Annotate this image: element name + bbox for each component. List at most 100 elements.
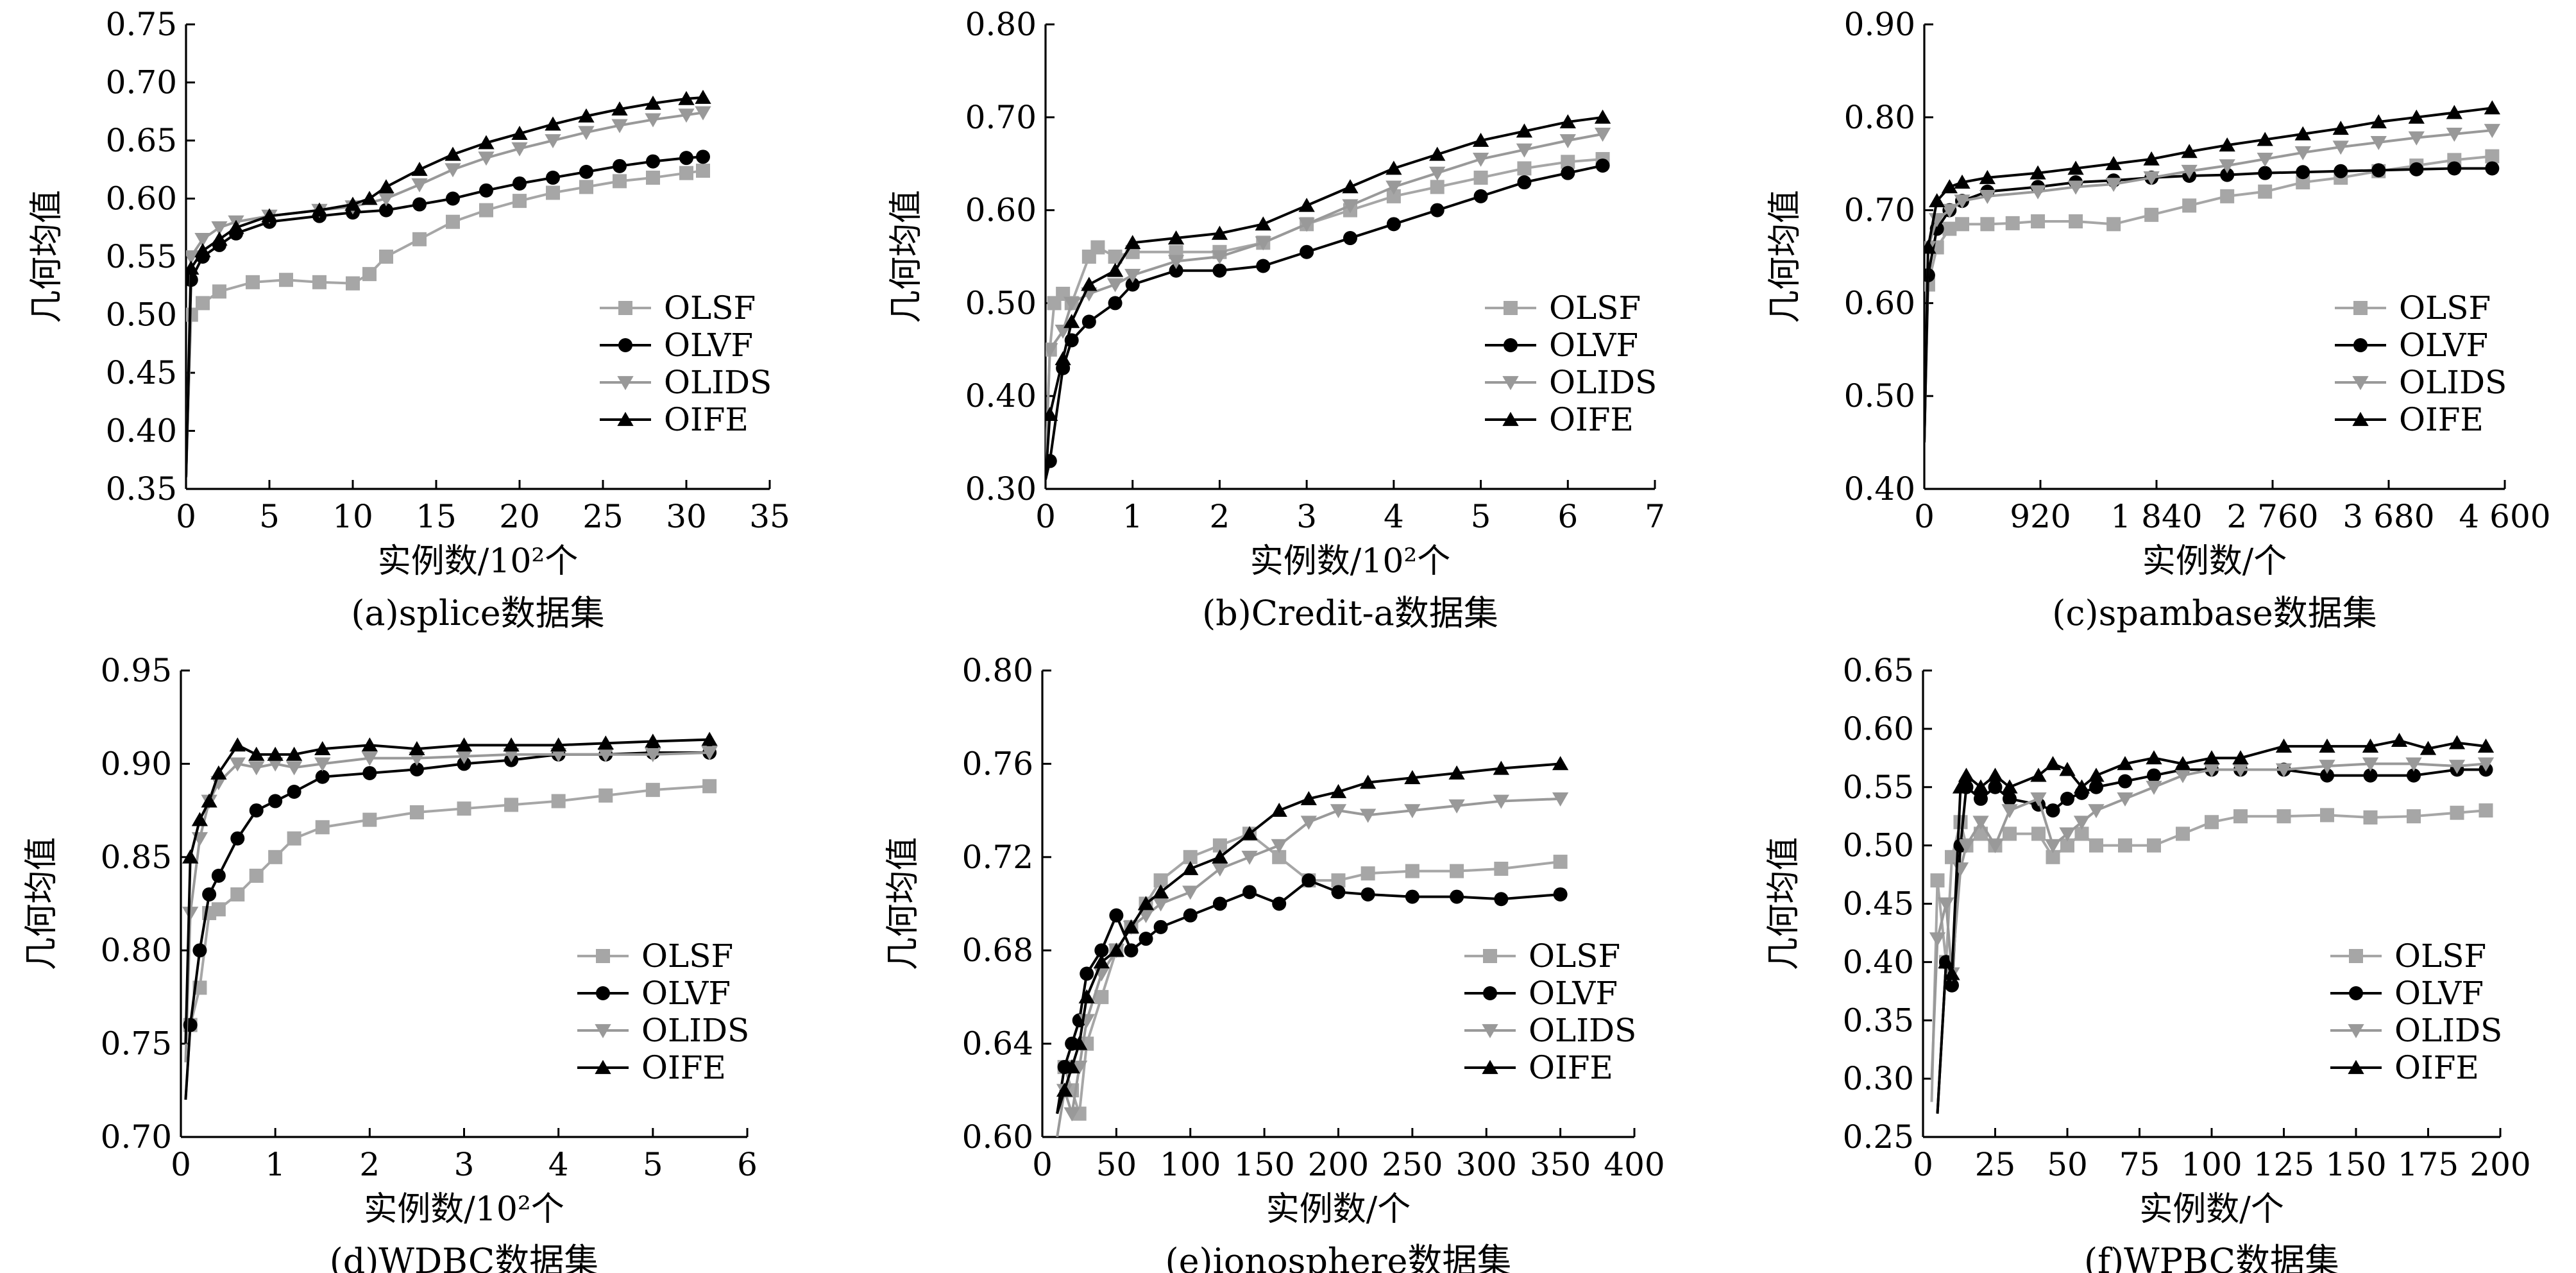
data-point xyxy=(182,907,199,921)
y-tick-label: 0.70 xyxy=(106,64,177,101)
data-point xyxy=(695,106,711,121)
y-tick-label: 0.50 xyxy=(106,296,177,334)
data-point xyxy=(1472,153,1489,167)
data-point xyxy=(1559,114,1576,128)
data-point xyxy=(1124,269,1141,284)
y-tick-label: 0.55 xyxy=(1843,769,1914,806)
data-point xyxy=(1429,166,1446,181)
data-point xyxy=(478,151,495,166)
data-point xyxy=(2147,768,2161,783)
data-point xyxy=(646,170,660,185)
series-line xyxy=(184,751,710,1100)
legend-marker xyxy=(1483,949,1497,963)
data-point xyxy=(2371,163,2386,178)
data-point xyxy=(201,793,217,808)
data-point xyxy=(578,108,595,123)
legend-marker xyxy=(1504,301,1518,315)
data-point xyxy=(210,765,227,780)
data-point xyxy=(285,761,303,776)
legend-label: OLSF xyxy=(664,289,756,327)
x-tick-label: 1 xyxy=(265,1146,285,1183)
data-point xyxy=(2320,768,2334,783)
y-axis-title: 几何均值 xyxy=(1766,190,1804,323)
data-point xyxy=(513,176,527,191)
data-point xyxy=(701,746,718,761)
data-point xyxy=(378,179,394,194)
data-point xyxy=(2408,109,2425,124)
data-point xyxy=(696,164,710,178)
data-point xyxy=(361,751,378,766)
data-point xyxy=(1071,1036,1088,1050)
y-tick-label: 0.45 xyxy=(1843,885,1914,923)
data-point xyxy=(1953,815,1968,830)
data-point xyxy=(2232,750,2249,765)
data-point xyxy=(1090,240,1105,255)
data-point xyxy=(645,748,661,762)
x-tick-label: 1 xyxy=(1123,498,1143,535)
series-line xyxy=(184,751,710,1063)
series-oife xyxy=(1046,109,1611,480)
x-tick-label: 200 xyxy=(1308,1146,1369,1183)
data-point xyxy=(202,887,217,901)
data-point xyxy=(2409,162,2424,176)
x-axis-title: 实例数/个 xyxy=(2142,542,2287,581)
data-point xyxy=(1979,169,1996,184)
x-tick-label: 100 xyxy=(1160,1146,1221,1183)
data-point xyxy=(1298,218,1315,232)
series-oife xyxy=(182,731,718,1044)
data-point xyxy=(1942,221,1957,236)
data-point xyxy=(315,769,330,784)
data-point xyxy=(1972,816,1989,830)
legend-label: OLIDS xyxy=(1529,1012,1636,1049)
y-tick-label: 0.50 xyxy=(1844,377,1915,414)
data-point xyxy=(1255,216,1271,231)
data-point xyxy=(1958,767,1975,782)
data-point xyxy=(2477,757,2495,772)
data-point xyxy=(2205,815,2219,830)
data-point xyxy=(1331,885,1346,900)
y-tick-label: 0.40 xyxy=(965,377,1037,414)
data-point xyxy=(2117,792,2133,807)
data-point xyxy=(267,757,284,772)
data-point xyxy=(611,119,628,133)
data-point xyxy=(2001,804,2018,819)
legend-label: OLSF xyxy=(1549,289,1641,327)
data-point xyxy=(678,90,695,105)
y-tick-label: 0.80 xyxy=(101,932,172,969)
data-point xyxy=(1272,850,1287,864)
data-point xyxy=(379,250,393,264)
data-point xyxy=(511,126,528,141)
data-point xyxy=(362,267,377,282)
data-point xyxy=(1405,864,1419,878)
data-point xyxy=(249,803,264,818)
y-tick-label: 0.72 xyxy=(962,839,1033,876)
data-point xyxy=(1169,263,1183,278)
data-point xyxy=(2275,739,2292,753)
data-point xyxy=(1974,791,1988,806)
legend-marker xyxy=(1502,411,1519,426)
y-tick-label: 0.60 xyxy=(965,192,1037,229)
data-point xyxy=(1342,199,1359,214)
x-tick-label: 6 xyxy=(737,1146,758,1183)
data-point xyxy=(1063,296,1080,311)
data-point xyxy=(344,196,361,211)
data-point xyxy=(2089,838,2103,853)
legend-label: OLVF xyxy=(2399,327,2488,364)
chart-panel-1: 0.35 0.40 0.45 0.50 0.55 0.60 0.65 0.70 0.75 0 5 10… xyxy=(28,6,790,633)
panel-caption: (b)Credit-a数据集 xyxy=(1202,593,1498,633)
data-point xyxy=(2147,838,2161,853)
data-point xyxy=(2060,791,2074,806)
legend-marker xyxy=(617,376,634,391)
data-point xyxy=(211,868,226,883)
x-tick-label: 0 xyxy=(1035,498,1056,535)
data-point xyxy=(2220,167,2235,182)
data-point xyxy=(1300,244,1314,259)
data-point xyxy=(1929,193,1945,208)
data-point xyxy=(1137,896,1155,910)
data-point xyxy=(1056,1082,1073,1097)
data-point xyxy=(230,831,245,846)
data-point xyxy=(2391,732,2408,747)
data-point xyxy=(1955,217,1970,232)
